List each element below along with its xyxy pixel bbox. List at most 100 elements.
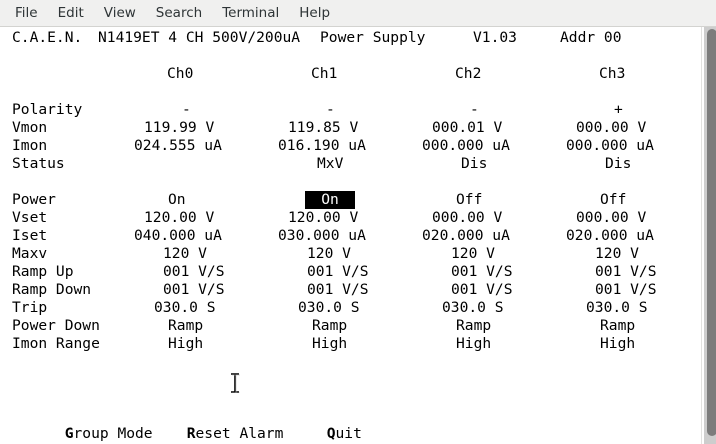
cell-trip-ch0[interactable]: 030.0 S	[154, 299, 216, 316]
cell-imon-ch0: 024.555 uA	[134, 137, 222, 154]
channel-header-ch3: Ch3	[599, 65, 626, 82]
cell-trip-ch2[interactable]: 030.0 S	[442, 299, 504, 316]
cell-status-ch1: MxV	[317, 155, 344, 172]
cell-ramp-up-ch1[interactable]: 001 V/S	[307, 263, 369, 280]
table-row: Ramp Down 001 V/S 001 V/S 001 V/S 001 V/…	[0, 281, 657, 299]
cell-power-ch0[interactable]: On	[168, 191, 186, 208]
cell-power-ch1-selected[interactable]: On	[305, 191, 355, 209]
cell-power-down-ch1[interactable]: Ramp	[312, 317, 348, 334]
cell-ramp-down-ch2[interactable]: 001 V/S	[451, 281, 513, 298]
cell-iset-ch3[interactable]: 020.000 uA	[566, 227, 654, 244]
cell-vset-ch1[interactable]: 120.00 V	[288, 209, 359, 226]
accelerator-key-g: G	[64, 425, 74, 442]
cell-imon-ch3: 000.000 uA	[566, 137, 654, 154]
table-row: Trip 030.0 S 030.0 S 030.0 S 030.0 S	[0, 299, 648, 317]
channel-header-ch1: Ch1	[311, 65, 338, 82]
cell-vmon-ch0: 119.99 V	[144, 119, 215, 136]
device-type-label: Power Supply	[320, 29, 426, 46]
accelerator-key-q: Q	[326, 425, 336, 442]
row-label-trip: Trip	[12, 299, 48, 316]
cell-ramp-down-ch0[interactable]: 001 V/S	[163, 281, 225, 298]
cell-vmon-ch3: 000.00 V	[576, 119, 647, 136]
cell-power-down-ch3[interactable]: Ramp	[600, 317, 636, 334]
cell-vset-ch3[interactable]: 000.00 V	[576, 209, 647, 226]
row-label-maxv: Maxv	[12, 245, 48, 262]
channel-header-ch2: Ch2	[455, 65, 482, 82]
cell-polarity-ch2[interactable]: -	[470, 101, 479, 118]
cell-vset-ch2[interactable]: 000.00 V	[432, 209, 503, 226]
table-row: Ramp Up 001 V/S 001 V/S 001 V/S 001 V/S	[0, 263, 657, 281]
row-label-imon-range: Imon Range	[12, 335, 100, 352]
cell-iset-ch2[interactable]: 020.000 uA	[422, 227, 510, 244]
cell-status-ch3: Dis	[605, 155, 632, 172]
cell-vset-ch0[interactable]: 120.00 V	[144, 209, 215, 226]
cell-maxv-ch3[interactable]: 120 V	[595, 245, 639, 262]
menu-item-terminal[interactable]: Terminal	[222, 5, 280, 21]
cell-maxv-ch1[interactable]: 120 V	[307, 245, 351, 262]
row-label-power: Power	[12, 191, 56, 208]
menu-item-view[interactable]: View	[103, 5, 136, 21]
command-quit[interactable]: Quit	[274, 407, 362, 444]
menu-item-search[interactable]: Search	[155, 5, 203, 21]
command-reset-alarm-label: eset Alarm	[195, 425, 284, 442]
table-row: Iset 040.000 uA 030.000 uA 020.000 uA 02…	[0, 227, 654, 245]
accelerator-key-r: R	[186, 425, 196, 442]
scrollbar-thumb[interactable]	[707, 29, 716, 436]
table-row: Maxv 120 V 120 V 120 V 120 V	[0, 245, 639, 263]
row-label-status: Status	[12, 155, 65, 172]
cell-imon-range-ch0[interactable]: High	[168, 335, 204, 352]
row-label-polarity: Polarity	[12, 101, 83, 118]
table-row: Imon Range High High High High	[0, 335, 635, 353]
cell-imon-range-ch3[interactable]: High	[600, 335, 636, 352]
menu-item-file[interactable]: File	[15, 5, 38, 21]
row-label-iset: Iset	[12, 227, 48, 244]
cell-power-down-ch0[interactable]: Ramp	[168, 317, 204, 334]
cell-ramp-up-ch3[interactable]: 001 V/S	[595, 263, 657, 280]
command-bar: Group Mode Reset Alarm Quit	[0, 407, 362, 442]
firmware-label: V1.03	[473, 29, 517, 46]
cell-iset-ch0[interactable]: 040.000 uA	[134, 227, 222, 244]
channel-header-row: Ch0 Ch1 Ch2 Ch3	[0, 65, 625, 83]
vertical-scrollbar[interactable]	[701, 27, 716, 444]
cell-power-ch3[interactable]: Off	[600, 191, 627, 208]
menu-item-edit[interactable]: Edit	[57, 5, 84, 21]
command-reset-alarm[interactable]: Reset Alarm	[134, 407, 284, 444]
table-row: Imon 024.555 uA 016.190 uA 000.000 uA 00…	[0, 137, 654, 155]
cell-iset-ch1[interactable]: 030.000 uA	[278, 227, 366, 244]
row-label-ramp-down: Ramp Down	[12, 281, 92, 298]
cell-ramp-down-ch1[interactable]: 001 V/S	[307, 281, 369, 298]
device-header-line: C.A.E.N. N1419ET 4 CH 500V/200uA Power S…	[0, 29, 622, 47]
cell-ramp-up-ch2[interactable]: 001 V/S	[451, 263, 513, 280]
cell-trip-ch3[interactable]: 030.0 S	[586, 299, 648, 316]
table-row: Status MxV Dis Dis	[0, 155, 631, 173]
cell-polarity-ch3[interactable]: +	[614, 101, 623, 118]
scrollbar-trough[interactable]	[704, 27, 716, 444]
cell-maxv-ch0[interactable]: 120 V	[163, 245, 207, 262]
cell-power-ch2[interactable]: Off	[456, 191, 483, 208]
cell-polarity-ch0[interactable]: -	[182, 101, 191, 118]
menu-bar: File Edit View Search Terminal Help	[0, 0, 716, 27]
cell-vmon-ch1: 119.85 V	[288, 119, 359, 136]
address-label: Addr 00	[560, 29, 622, 46]
row-label-ramp-up: Ramp Up	[12, 263, 74, 280]
menu-item-help[interactable]: Help	[299, 5, 331, 21]
cell-trip-ch1[interactable]: 030.0 S	[298, 299, 360, 316]
cell-imon-range-ch1[interactable]: High	[312, 335, 348, 352]
command-group-mode[interactable]: Group Mode	[12, 407, 153, 444]
cell-power-down-ch2[interactable]: Ramp	[456, 317, 492, 334]
cell-maxv-ch2[interactable]: 120 V	[451, 245, 495, 262]
cell-vmon-ch2: 000.01 V	[432, 119, 503, 136]
terminal-screen[interactable]: C.A.E.N. N1419ET 4 CH 500V/200uA Power S…	[0, 27, 716, 444]
cell-ramp-up-ch0[interactable]: 001 V/S	[163, 263, 225, 280]
model-label: N1419ET 4 CH 500V/200uA	[98, 29, 301, 46]
table-row: Vmon 119.99 V 119.85 V 000.01 V 000.00 V	[0, 119, 646, 137]
row-label-vset: Vset	[12, 209, 48, 226]
cell-imon-range-ch2[interactable]: High	[456, 335, 492, 352]
table-row: Vset 120.00 V 120.00 V 000.00 V 000.00 V	[0, 209, 646, 227]
cell-imon-ch2: 000.000 uA	[422, 137, 510, 154]
row-label-vmon: Vmon	[12, 119, 48, 136]
cell-status-ch2: Dis	[461, 155, 488, 172]
cell-ramp-down-ch3[interactable]: 001 V/S	[595, 281, 657, 298]
cell-imon-ch1: 016.190 uA	[278, 137, 366, 154]
cell-polarity-ch1[interactable]: -	[326, 101, 335, 118]
